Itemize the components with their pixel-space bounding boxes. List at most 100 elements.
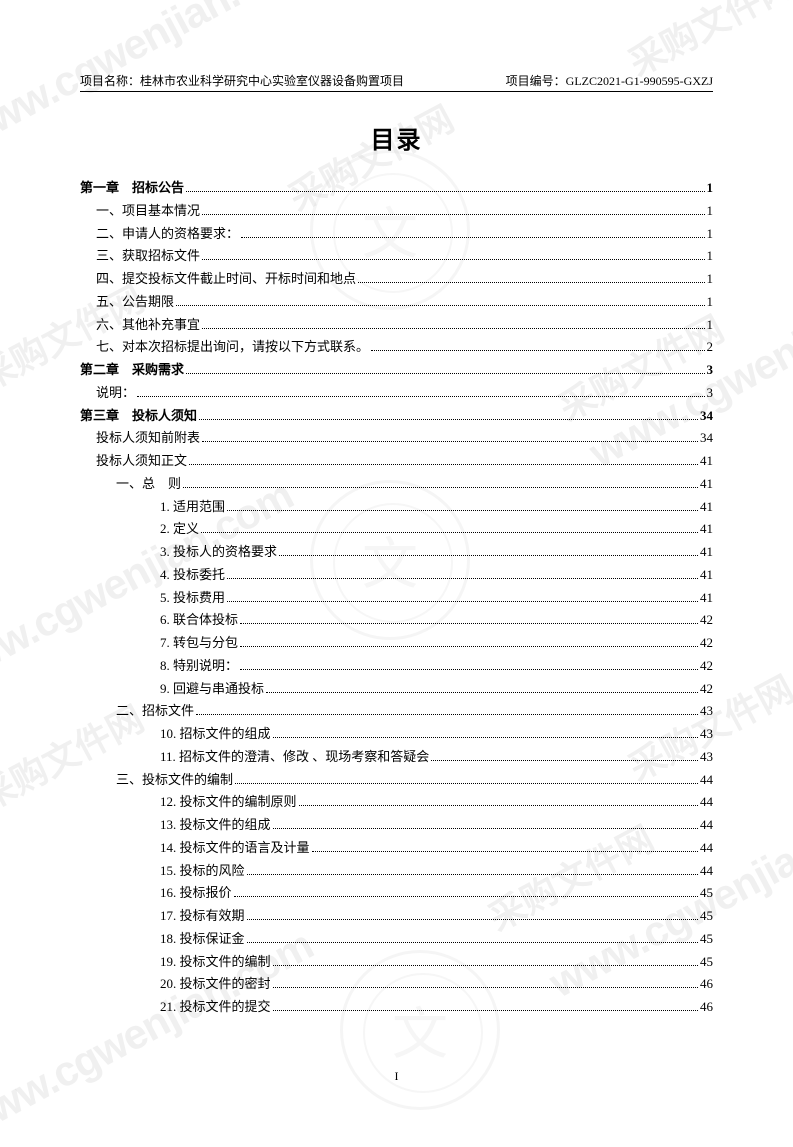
toc-entry: 5. 投标费用 41 bbox=[80, 587, 713, 610]
toc-dots bbox=[176, 305, 704, 306]
toc-dots bbox=[247, 919, 698, 920]
toc-label: 17. 投标有效期 bbox=[160, 905, 245, 928]
toc-page: 41 bbox=[700, 450, 713, 473]
toc-entry: 14. 投标文件的语言及计量 44 bbox=[80, 837, 713, 860]
toc-entry: 投标人须知正文 41 bbox=[80, 450, 713, 473]
toc-dots bbox=[247, 942, 698, 943]
toc-page: 34 bbox=[700, 427, 713, 450]
toc-dots bbox=[201, 532, 698, 533]
toc-label: 三、投标文件的编制 bbox=[116, 769, 233, 792]
toc-dots bbox=[273, 987, 698, 988]
toc-label: 三、获取招标文件 bbox=[96, 245, 200, 268]
toc-page: 41 bbox=[700, 518, 713, 541]
toc-dots bbox=[227, 601, 698, 602]
toc-page: 44 bbox=[700, 837, 713, 860]
toc-label: 6. 联合体投标 bbox=[160, 609, 238, 632]
toc-entry: 二、招标文件43 bbox=[80, 700, 713, 723]
toc-label: 五、公告期限 bbox=[96, 291, 174, 314]
toc-entry: 三、投标文件的编制44 bbox=[80, 769, 713, 792]
toc-page: 41 bbox=[700, 564, 713, 587]
toc-entry: 五、公告期限 1 bbox=[80, 291, 713, 314]
toc-dots bbox=[358, 282, 704, 283]
toc-page: 41 bbox=[700, 541, 713, 564]
toc-dots bbox=[273, 828, 698, 829]
toc-page: 45 bbox=[700, 951, 713, 974]
project-code: 项目编号：GLZC2021-G1-990595-GXZJ bbox=[506, 72, 713, 89]
toc-label: 8. 特别说明： bbox=[160, 655, 238, 678]
toc-dots bbox=[189, 464, 698, 465]
toc-page: 42 bbox=[700, 609, 713, 632]
toc-entry: 8. 特别说明：42 bbox=[80, 655, 713, 678]
toc-label: 18. 投标保证金 bbox=[160, 928, 245, 951]
toc-page: 1 bbox=[707, 291, 714, 314]
toc-label: 二、招标文件 bbox=[116, 700, 194, 723]
toc-entry: 17. 投标有效期45 bbox=[80, 905, 713, 928]
toc-label: 一、项目基本情况 bbox=[96, 200, 200, 223]
toc-label: 1. 适用范围 bbox=[160, 496, 225, 519]
toc-page: 1 bbox=[707, 314, 714, 337]
toc-label: 21. 投标文件的提交 bbox=[160, 996, 271, 1019]
toc-label: 16. 投标报价 bbox=[160, 882, 232, 905]
toc-entry: 二、申请人的资格要求：1 bbox=[80, 223, 713, 246]
toc-page: 44 bbox=[700, 860, 713, 883]
toc-label: 15. 投标的风险 bbox=[160, 860, 245, 883]
toc-page: 41 bbox=[700, 496, 713, 519]
toc-entry: 6. 联合体投标 42 bbox=[80, 609, 713, 632]
toc-dots bbox=[240, 646, 698, 647]
toc-label: 10. 招标文件的组成 bbox=[160, 723, 271, 746]
toc-page: 1 bbox=[707, 177, 714, 200]
toc-label: 七、对本次招标提出询问，请按以下方式联系。 bbox=[96, 336, 369, 359]
toc-label: 一、总 则 bbox=[116, 473, 181, 496]
toc-page: 2 bbox=[707, 336, 714, 359]
toc-label: 14. 投标文件的语言及计量 bbox=[160, 837, 310, 860]
toc-label: 9. 回避与串通投标 bbox=[160, 678, 264, 701]
toc-dots bbox=[273, 1010, 698, 1011]
toc-label: 第二章 采购需求 bbox=[80, 359, 184, 382]
toc-label: 13. 投标文件的组成 bbox=[160, 814, 271, 837]
header-row: 项目名称：桂林市农业科学研究中心实验室仪器设备购置项目 项目编号：GLZC202… bbox=[80, 72, 713, 92]
toc-entry: 11. 招标文件的澄清、修改 、现场考察和答疑会 43 bbox=[80, 746, 713, 769]
toc-entry: 三、获取招标文件 1 bbox=[80, 245, 713, 268]
toc-label: 4. 投标委托 bbox=[160, 564, 225, 587]
toc-entry: 四、提交投标文件截止时间、开标时间和地点1 bbox=[80, 268, 713, 291]
toc-entry: 2. 定义41 bbox=[80, 518, 713, 541]
toc-entry: 第二章 采购需求3 bbox=[80, 359, 713, 382]
page-title: 目录 bbox=[80, 120, 713, 155]
toc-label: 5. 投标费用 bbox=[160, 587, 225, 610]
toc-dots bbox=[279, 555, 698, 556]
toc-dots bbox=[273, 737, 698, 738]
toc-page: 3 bbox=[707, 382, 714, 405]
toc-dots bbox=[199, 419, 698, 420]
toc-entry: 说明：3 bbox=[80, 382, 713, 405]
toc-label: 11. 招标文件的澄清、修改 、现场考察和答疑会 bbox=[160, 746, 429, 769]
toc-dots bbox=[196, 714, 698, 715]
toc-label: 六、其他补充事宜 bbox=[96, 314, 200, 337]
toc-entry: 投标人须知前附表 34 bbox=[80, 427, 713, 450]
toc-entry: 1. 适用范围 41 bbox=[80, 496, 713, 519]
toc-page: 41 bbox=[700, 587, 713, 610]
toc-entry: 13. 投标文件的组成 44 bbox=[80, 814, 713, 837]
toc-page: 34 bbox=[700, 405, 713, 428]
toc-page: 44 bbox=[700, 814, 713, 837]
toc-dots bbox=[202, 214, 704, 215]
toc-dots bbox=[235, 783, 698, 784]
toc-page: 43 bbox=[700, 746, 713, 769]
toc-dots bbox=[227, 510, 698, 511]
toc-entry: 21. 投标文件的提交46 bbox=[80, 996, 713, 1019]
toc-dots bbox=[183, 487, 698, 488]
toc-dots bbox=[202, 328, 704, 329]
toc-entry: 9. 回避与串通投标42 bbox=[80, 678, 713, 701]
toc-page: 43 bbox=[700, 723, 713, 746]
toc-page: 45 bbox=[700, 928, 713, 951]
toc-entry: 4. 投标委托 41 bbox=[80, 564, 713, 587]
toc-dots bbox=[234, 896, 698, 897]
toc-container: 第一章 招标公告1一、项目基本情况1二、申请人的资格要求：1三、获取招标文件1四… bbox=[80, 177, 713, 1019]
toc-entry: 15. 投标的风险 44 bbox=[80, 860, 713, 883]
toc-entry: 第一章 招标公告1 bbox=[80, 177, 713, 200]
toc-label: 投标人须知前附表 bbox=[96, 427, 200, 450]
toc-dots bbox=[240, 623, 698, 624]
toc-entry: 七、对本次招标提出询问，请按以下方式联系。 2 bbox=[80, 336, 713, 359]
toc-label: 投标人须知正文 bbox=[96, 450, 187, 473]
toc-page: 1 bbox=[707, 245, 714, 268]
toc-entry: 10. 招标文件的组成 43 bbox=[80, 723, 713, 746]
